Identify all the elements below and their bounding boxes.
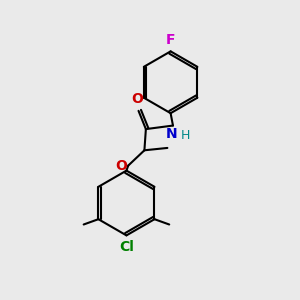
Text: N: N bbox=[166, 127, 177, 141]
Text: H: H bbox=[181, 129, 190, 142]
Text: F: F bbox=[166, 33, 175, 47]
Text: O: O bbox=[131, 92, 143, 106]
Text: O: O bbox=[115, 159, 127, 173]
Text: Cl: Cl bbox=[119, 240, 134, 254]
